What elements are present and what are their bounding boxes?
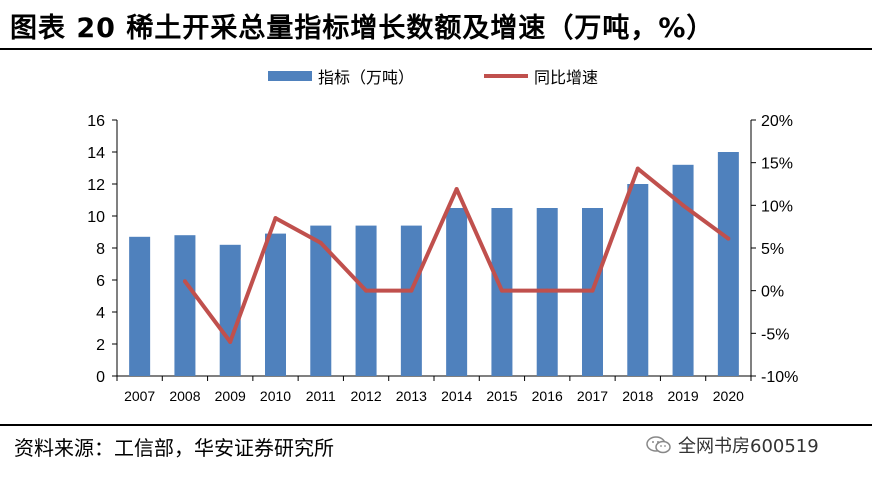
y-right-tick-label: -10%: [761, 369, 798, 386]
x-tick-label: 2015: [486, 388, 517, 404]
y-right-tick-label: -5%: [761, 326, 789, 343]
growth-point: [726, 236, 731, 241]
x-tick-label: 2016: [532, 388, 563, 404]
bar: [627, 184, 649, 376]
growth-point: [182, 279, 187, 284]
growth-point: [681, 203, 686, 208]
y-right-tick-label: 10%: [761, 198, 793, 215]
y-left-tick-label: 4: [96, 305, 105, 322]
x-tick-label: 2014: [441, 388, 472, 404]
x-tick-label: 2012: [350, 388, 381, 404]
legend-swatch-bar: [268, 71, 312, 81]
y-left-tick-label: 2: [96, 337, 105, 354]
y-left-tick-label: 8: [96, 241, 105, 258]
growth-point: [545, 288, 550, 293]
legend-swatch-line: [484, 74, 528, 78]
y-right-tick-label: 5%: [761, 241, 784, 258]
watermark-text: 全网书房600519: [678, 436, 819, 457]
bar: [400, 225, 422, 376]
y-left-tick-label: 0: [96, 369, 105, 386]
bar: [219, 244, 241, 376]
y-left-tick-label: 14: [87, 145, 105, 162]
growth-point: [228, 339, 233, 344]
combo-chart: 0 2 4 6 8 10 12 14 16 -10% -5% 0% 5% 10% 15% 20% 2007 200…: [87, 113, 798, 404]
bar: [265, 233, 286, 376]
footer-rule: [0, 424, 872, 426]
title-rule: [0, 48, 872, 50]
watermark: 全网书房600519: [646, 432, 819, 458]
y-right-tick-label: 20%: [761, 113, 793, 130]
x-tick-label: 2019: [667, 388, 698, 404]
bar: [446, 208, 468, 376]
legend-item-line: 同比增速: [484, 64, 598, 88]
x-tick-label: 2017: [577, 388, 608, 404]
growth-point: [364, 288, 369, 293]
x-tick-label: 2013: [396, 388, 427, 404]
x-tick-label: 2011: [306, 388, 336, 404]
x-tick-label: 2020: [713, 388, 744, 404]
chart-legend: 指标（万吨） 同比增速: [0, 64, 872, 88]
growth-point: [454, 187, 459, 192]
y-left-tick-label: 6: [96, 273, 105, 290]
growth-point: [590, 288, 595, 293]
legend-label-line: 同比增速: [534, 68, 599, 87]
y-right-tick-label: 15%: [761, 156, 793, 173]
growth-point: [318, 240, 323, 245]
x-tick-label: 2008: [169, 388, 200, 404]
y-left-tick-label: 16: [87, 113, 105, 130]
legend-label-bar: 指标（万吨）: [318, 68, 415, 87]
growth-point: [273, 216, 278, 221]
bar: [672, 164, 694, 376]
growth-point: [409, 288, 414, 293]
x-tick-label: 2007: [124, 388, 155, 404]
x-tick-label: 2010: [260, 388, 291, 404]
x-tick-label: 2018: [622, 388, 653, 404]
growth-point: [499, 288, 504, 293]
source-note: 资料来源：工信部，华安证券研究所: [14, 436, 334, 460]
x-tick-label: 2009: [215, 388, 246, 404]
bar: [717, 152, 739, 376]
legend-item-bar: 指标（万吨）: [268, 64, 414, 88]
bar: [174, 235, 196, 376]
bar: [355, 225, 377, 376]
growth-point: [635, 166, 640, 171]
y-left-tick-label: 10: [87, 209, 105, 226]
y-right-tick-label: 0%: [761, 284, 784, 301]
y-left-tick-label: 12: [87, 177, 105, 194]
bar: [310, 225, 332, 376]
wechat-icon: [646, 436, 671, 454]
chart-title: 图表 20 稀土开采总量指标增长数额及增速（万吨，%）: [10, 13, 715, 44]
bar: [129, 236, 151, 376]
